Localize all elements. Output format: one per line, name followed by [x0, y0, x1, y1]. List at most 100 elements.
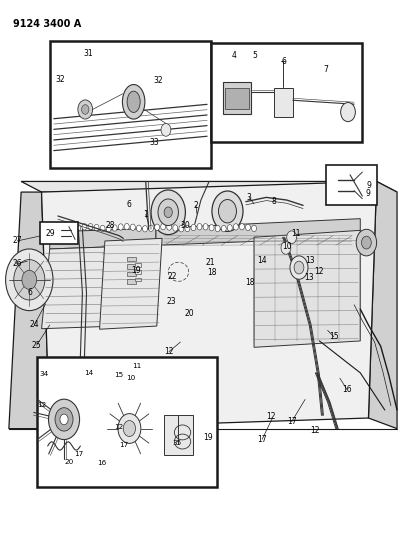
- Circle shape: [154, 224, 159, 230]
- Circle shape: [286, 231, 296, 244]
- Text: 10: 10: [126, 375, 135, 381]
- Bar: [135, 278, 141, 281]
- Circle shape: [280, 241, 290, 254]
- Circle shape: [81, 104, 89, 114]
- Circle shape: [202, 425, 213, 439]
- Circle shape: [178, 225, 183, 232]
- Circle shape: [124, 223, 129, 230]
- Bar: [127, 279, 136, 284]
- Circle shape: [293, 261, 303, 274]
- Text: 11: 11: [290, 229, 300, 238]
- Circle shape: [48, 399, 79, 440]
- Text: 32: 32: [153, 76, 162, 85]
- Circle shape: [78, 100, 92, 119]
- Text: 16: 16: [342, 385, 351, 394]
- Circle shape: [202, 224, 207, 230]
- Circle shape: [289, 256, 307, 279]
- Circle shape: [245, 224, 250, 231]
- Text: 18: 18: [245, 278, 254, 287]
- Text: 21: 21: [204, 258, 214, 266]
- Text: 22: 22: [167, 272, 177, 280]
- Text: 10: 10: [281, 242, 291, 251]
- Text: 17: 17: [257, 435, 266, 444]
- Circle shape: [151, 190, 185, 235]
- Circle shape: [164, 207, 172, 217]
- Text: 4: 4: [231, 51, 236, 60]
- Circle shape: [22, 270, 36, 289]
- Circle shape: [166, 224, 171, 230]
- Text: 13: 13: [303, 273, 313, 281]
- Polygon shape: [41, 181, 376, 429]
- Text: 34: 34: [39, 371, 48, 377]
- Circle shape: [14, 260, 45, 300]
- Text: 23: 23: [166, 296, 176, 305]
- Text: 12: 12: [164, 347, 173, 356]
- Bar: [225, 88, 249, 109]
- Polygon shape: [41, 245, 155, 329]
- Text: 12: 12: [309, 426, 319, 435]
- Polygon shape: [49, 228, 155, 249]
- Text: 17: 17: [286, 417, 296, 426]
- Bar: [127, 264, 136, 269]
- Text: 32: 32: [55, 75, 65, 84]
- Circle shape: [211, 191, 243, 231]
- Text: 11: 11: [131, 363, 141, 369]
- Circle shape: [340, 102, 355, 122]
- Text: 6: 6: [127, 200, 132, 209]
- Circle shape: [94, 224, 99, 231]
- Circle shape: [130, 224, 135, 230]
- Circle shape: [209, 224, 213, 231]
- Circle shape: [88, 223, 93, 230]
- Circle shape: [106, 225, 111, 232]
- Bar: [37, 357, 217, 487]
- Circle shape: [239, 223, 244, 230]
- Circle shape: [76, 224, 81, 231]
- Circle shape: [197, 223, 202, 230]
- Text: 9124 3400 A: 9124 3400 A: [13, 19, 81, 29]
- Text: 8: 8: [271, 197, 275, 206]
- Circle shape: [100, 225, 105, 232]
- Circle shape: [112, 225, 117, 231]
- Ellipse shape: [122, 85, 144, 119]
- Text: 5: 5: [252, 51, 257, 60]
- Bar: [127, 272, 136, 276]
- Polygon shape: [99, 238, 162, 329]
- Circle shape: [123, 421, 135, 437]
- Circle shape: [118, 414, 141, 443]
- Circle shape: [118, 224, 123, 230]
- Bar: [274, 88, 292, 117]
- Text: 14: 14: [84, 370, 93, 376]
- Circle shape: [191, 224, 196, 231]
- Bar: [127, 257, 136, 261]
- Text: 28: 28: [105, 221, 115, 230]
- Text: 17: 17: [74, 451, 83, 457]
- Circle shape: [221, 225, 226, 232]
- Text: 16: 16: [97, 460, 106, 466]
- Text: 29: 29: [45, 229, 55, 238]
- Circle shape: [55, 408, 73, 431]
- Circle shape: [148, 225, 153, 231]
- Circle shape: [205, 429, 210, 435]
- Text: 18: 18: [207, 269, 217, 277]
- Text: 12: 12: [114, 424, 124, 430]
- Bar: [135, 263, 141, 266]
- Circle shape: [251, 225, 256, 231]
- Text: 30: 30: [180, 221, 190, 230]
- Circle shape: [6, 249, 53, 311]
- Circle shape: [60, 414, 68, 425]
- Polygon shape: [155, 219, 360, 245]
- Text: 19: 19: [130, 266, 140, 275]
- Text: 6: 6: [28, 287, 32, 296]
- Text: 7: 7: [322, 66, 327, 74]
- Text: 31: 31: [83, 50, 93, 58]
- Circle shape: [184, 225, 189, 232]
- Text: 14: 14: [257, 256, 266, 264]
- Text: 15: 15: [114, 373, 124, 378]
- Polygon shape: [9, 192, 49, 429]
- Polygon shape: [254, 230, 360, 348]
- Text: 20: 20: [184, 309, 194, 318]
- Circle shape: [173, 225, 177, 231]
- Text: 12: 12: [313, 268, 323, 276]
- Text: 27: 27: [12, 237, 22, 246]
- Ellipse shape: [127, 91, 140, 112]
